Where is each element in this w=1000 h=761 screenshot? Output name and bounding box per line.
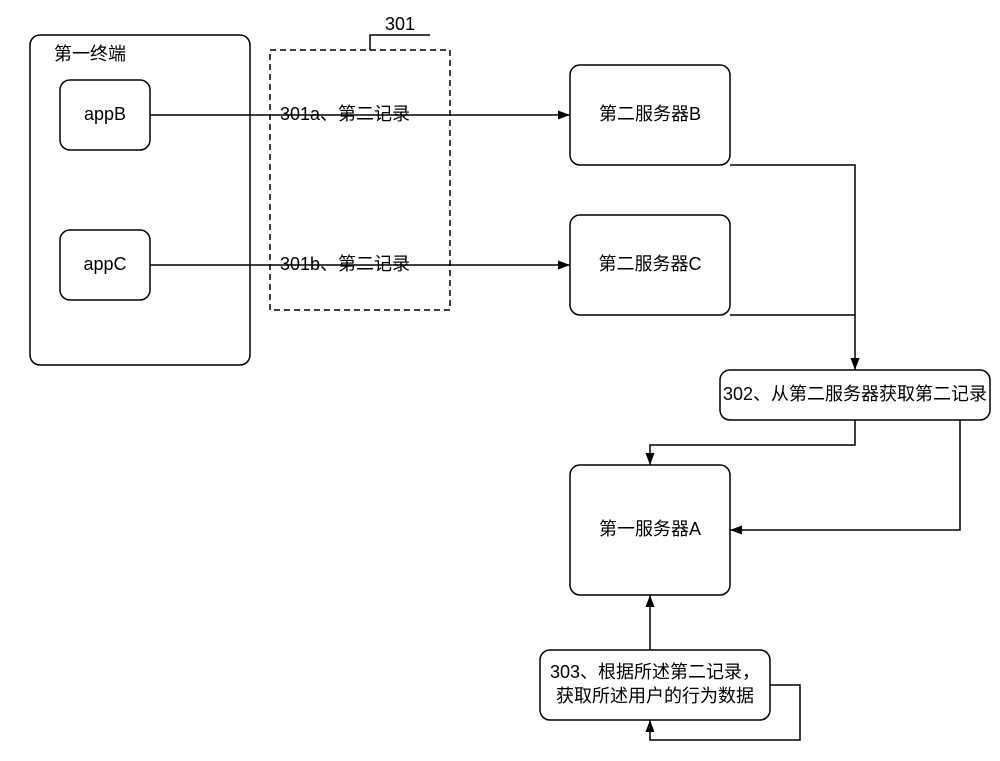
step301a-label: 301a、第二记录 (280, 104, 410, 124)
serverc-label: 第二服务器C (599, 254, 702, 274)
step301b-label: 301b、第二记录 (280, 254, 410, 274)
appb-label: appB (84, 104, 126, 124)
servera-label: 第一服务器A (599, 519, 701, 539)
arrow-302-servera-right (730, 420, 960, 530)
step301-callout-label: 301 (385, 14, 415, 34)
step301-callout-line (370, 35, 430, 50)
step303-line2: 获取所述用户的行为数据 (556, 686, 754, 706)
step303-line1: 303、根据所述第二记录， (550, 662, 760, 682)
arrow-302-servera-left (650, 420, 855, 465)
arrow-serverb-down (730, 165, 855, 370)
appc-label: appC (83, 254, 126, 274)
serverb-label: 第二服务器B (599, 104, 701, 124)
step302-label: 302、从第二服务器获取第二记录 (723, 384, 987, 404)
terminal-label: 第一终端 (54, 44, 126, 64)
